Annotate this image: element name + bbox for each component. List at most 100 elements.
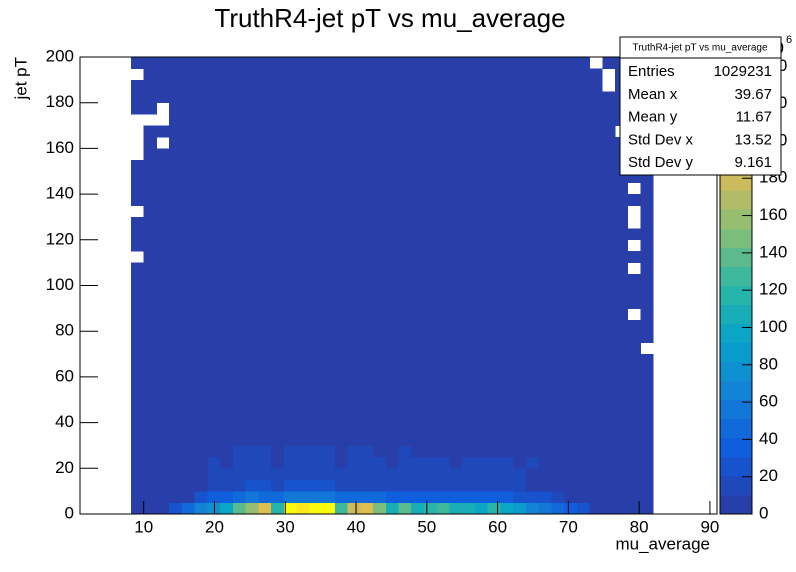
- cell: [271, 365, 285, 378]
- cell: [640, 274, 654, 286]
- cell: [207, 456, 221, 469]
- cell: [130, 502, 145, 515]
- cell: [576, 399, 590, 412]
- cell: [487, 136, 501, 149]
- cell: [207, 102, 221, 115]
- cell: [373, 331, 387, 344]
- cell: [258, 434, 272, 446]
- cell: [525, 285, 540, 298]
- cell: [169, 68, 183, 81]
- cell: [220, 434, 234, 446]
- cell: [169, 136, 183, 149]
- cell: [194, 445, 208, 458]
- cell: [449, 502, 463, 515]
- cell: [143, 285, 157, 298]
- cell: [169, 285, 183, 298]
- cell: [551, 491, 565, 503]
- cell: [258, 57, 272, 69]
- cell: [564, 365, 578, 378]
- cell: [130, 102, 145, 115]
- palette-band: [720, 209, 752, 229]
- cell: [449, 262, 463, 275]
- cell: [220, 365, 234, 378]
- cell: [436, 434, 450, 446]
- cell: [194, 342, 208, 355]
- cell: [220, 79, 234, 92]
- cell: [207, 159, 221, 172]
- cell: [423, 331, 438, 344]
- cell: [181, 308, 196, 321]
- cell: [322, 239, 336, 252]
- palette-band: [720, 361, 752, 382]
- cell: [589, 91, 603, 104]
- cell: [487, 331, 501, 344]
- cell: [360, 114, 374, 126]
- cell: [589, 491, 603, 503]
- cell: [576, 194, 590, 206]
- cell: [462, 159, 476, 172]
- cell: [322, 365, 336, 378]
- cell: [347, 57, 361, 69]
- cell: [322, 308, 336, 321]
- cell: [423, 434, 438, 446]
- cell: [602, 285, 616, 298]
- cell: [449, 342, 463, 355]
- cell: [589, 148, 603, 161]
- cell: [615, 182, 629, 195]
- cell: [283, 159, 297, 172]
- cell: [232, 68, 247, 81]
- cell: [436, 274, 450, 286]
- cell: [220, 68, 234, 81]
- cell: [500, 102, 514, 115]
- cell: [411, 136, 425, 149]
- cell: [398, 365, 412, 378]
- cell: [169, 57, 183, 69]
- cell: [462, 422, 476, 435]
- cell: [385, 491, 399, 503]
- cell: [398, 399, 412, 412]
- cell: [334, 159, 348, 172]
- cell: [334, 125, 348, 138]
- cell: [347, 102, 361, 115]
- cell: [398, 342, 412, 355]
- cell: [423, 171, 438, 184]
- cell: [207, 194, 221, 206]
- cell: [271, 125, 285, 138]
- cell: [156, 479, 170, 492]
- cell: [309, 388, 323, 401]
- cell: [220, 491, 234, 503]
- cell: [347, 216, 361, 229]
- cell: [156, 262, 170, 275]
- cell: [602, 262, 616, 275]
- cell: [513, 274, 527, 286]
- cell: [474, 57, 489, 69]
- cell: [538, 68, 552, 81]
- cell: [500, 422, 514, 435]
- cell: [373, 296, 387, 309]
- cell: [576, 296, 590, 309]
- cell: [436, 102, 450, 115]
- cell: [615, 434, 629, 446]
- cell: [564, 194, 578, 206]
- cell: [181, 102, 196, 115]
- cell: [411, 411, 425, 423]
- cell: [385, 159, 399, 172]
- cell: [258, 91, 272, 104]
- cell: [143, 491, 157, 503]
- cell: [398, 479, 412, 492]
- cell: [449, 411, 463, 423]
- cell: [640, 456, 654, 469]
- cell: [271, 251, 285, 264]
- cell: [513, 376, 527, 389]
- cell: [602, 331, 616, 344]
- cell: [194, 114, 208, 126]
- cell: [487, 456, 501, 469]
- cell: [373, 468, 387, 481]
- cell: [462, 365, 476, 378]
- cell: [551, 171, 565, 184]
- cell: [385, 251, 399, 264]
- cell: [551, 296, 565, 309]
- cell: [462, 308, 476, 321]
- cell: [462, 239, 476, 252]
- cell: [207, 148, 221, 161]
